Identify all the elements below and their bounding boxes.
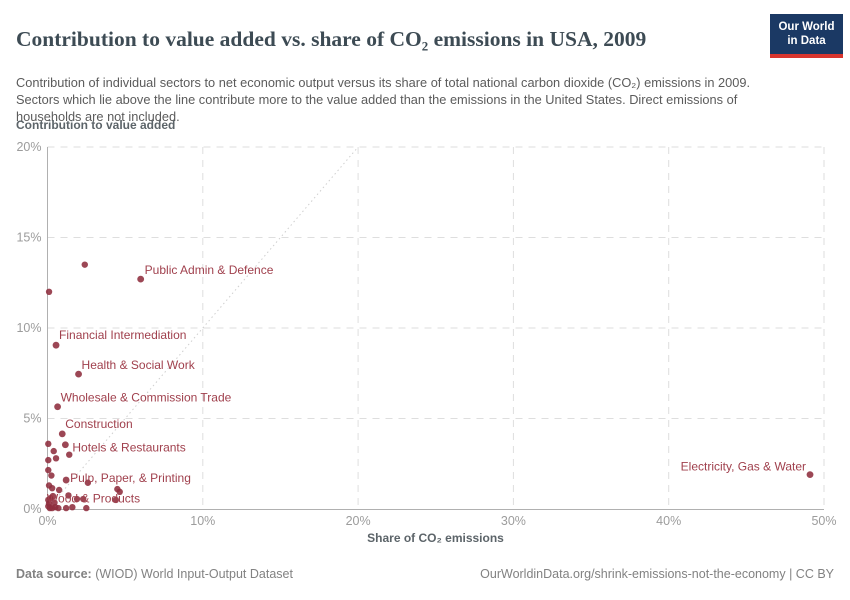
data-point[interactable]	[55, 504, 62, 512]
x-tick-label: 20%	[346, 514, 371, 528]
data-point[interactable]	[83, 504, 90, 512]
point-label[interactable]: Wholesale & Commission Trade	[61, 391, 232, 405]
parity-reference-line	[47, 146, 359, 510]
data-point[interactable]	[806, 471, 814, 479]
data-point[interactable]	[69, 503, 76, 511]
point-label[interactable]: Public Admin & Defence	[145, 263, 274, 277]
data-point[interactable]	[48, 472, 55, 479]
data-point[interactable]	[80, 495, 87, 503]
x-tick-label: 50%	[811, 514, 836, 528]
y-tick-label: 15%	[16, 231, 41, 245]
point-label[interactable]: Health & Social Work	[82, 358, 196, 372]
y-axis-title: Contribution to value added	[16, 118, 176, 132]
data-point[interactable]	[45, 288, 53, 295]
chart-title: Contribution to value added vs. share of…	[16, 27, 647, 52]
data-point[interactable]	[50, 447, 57, 455]
data-point[interactable]	[84, 479, 92, 486]
chart-subtitle: Contribution of individual sectors to ne…	[16, 74, 751, 124]
data-source-label: Data source:	[16, 567, 92, 581]
x-tick-label: 10%	[190, 514, 215, 528]
owid-logo-line2: in Data	[787, 35, 826, 48]
x-axis-title: Share of CO₂ emissions	[367, 531, 504, 545]
y-tick-label: 0%	[23, 502, 41, 516]
owid-logo[interactable]: Our World in Data	[770, 14, 843, 58]
y-tick-label: 5%	[23, 412, 41, 426]
data-point[interactable]	[66, 451, 73, 458]
data-point[interactable]	[55, 486, 63, 494]
data-point[interactable]	[49, 492, 57, 500]
data-point[interactable]	[137, 275, 145, 283]
point-label[interactable]: Hotels & Restaurants	[72, 441, 185, 455]
x-tick-label: 0%	[38, 514, 56, 528]
data-point[interactable]	[81, 261, 88, 268]
y-tick-label: 20%	[16, 140, 41, 154]
data-point[interactable]	[116, 488, 123, 496]
data-point[interactable]	[45, 456, 52, 464]
point-label[interactable]: Pulp, Paper, & Printing	[70, 471, 191, 485]
data-point[interactable]	[62, 504, 70, 512]
data-source-text: (WIOD) World Input-Output Dataset	[91, 567, 293, 581]
point-label[interactable]: Construction	[65, 417, 132, 431]
data-point[interactable]	[61, 441, 69, 449]
owid-logo-line1: Our World	[778, 21, 835, 33]
data-point[interactable]	[112, 496, 120, 504]
data-point[interactable]	[48, 484, 56, 492]
data-point[interactable]	[52, 455, 60, 462]
point-label[interactable]: Wood & Products	[47, 491, 140, 505]
data-point[interactable]	[65, 492, 72, 499]
data-point[interactable]	[73, 495, 81, 503]
data-point[interactable]	[54, 403, 61, 411]
credit-link[interactable]: OurWorldinData.org/shrink-emissions-not-…	[480, 567, 834, 581]
data-point[interactable]	[45, 466, 52, 474]
x-tick-label: 30%	[501, 514, 526, 528]
data-point[interactable]	[62, 476, 70, 484]
data-point[interactable]	[58, 430, 66, 438]
data-point[interactable]	[75, 370, 82, 378]
point-label[interactable]: Electricity, Gas & Water	[681, 460, 806, 474]
data-point[interactable]	[45, 440, 52, 448]
data-point[interactable]	[52, 341, 60, 349]
point-label[interactable]: Financial Intermediation	[59, 328, 186, 342]
x-tick-label: 40%	[656, 514, 681, 528]
scatter-plot: 0% 5% 10% 15% 20% 0% 10% 20% 30% 40% 50% Public Adm…	[16, 140, 836, 528]
y-tick-label: 10%	[16, 321, 41, 335]
data-source: Data source: (WIOD) World Input-Output D…	[16, 567, 293, 581]
